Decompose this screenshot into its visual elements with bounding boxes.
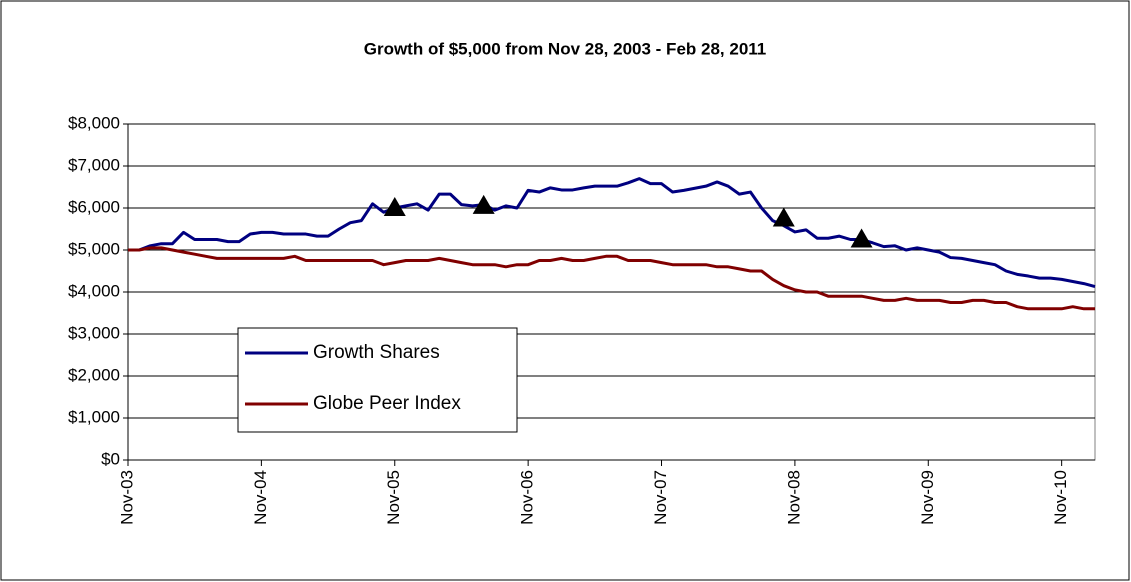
y-tick-label: $5,000 [68, 239, 120, 258]
y-tick-label: $0 [101, 449, 120, 468]
y-tick-label: $2,000 [68, 365, 120, 384]
x-tick-label: Nov-04 [251, 470, 270, 525]
y-tick-label: $8,000 [68, 113, 120, 132]
x-tick-label: Nov-06 [518, 470, 537, 525]
x-tick-label: Nov-09 [918, 470, 937, 525]
x-tick-label: Nov-05 [384, 470, 403, 525]
triangle-marker [472, 194, 495, 214]
x-tick-label: Nov-03 [117, 470, 136, 525]
triangle-marker [850, 228, 873, 248]
series-line [128, 177, 1096, 288]
x-tick-label: Nov-10 [1051, 470, 1070, 525]
y-tick-label: $6,000 [68, 197, 120, 216]
y-tick-label: $7,000 [68, 155, 120, 174]
x-tick-label: Nov-08 [784, 470, 803, 525]
triangle-marker [383, 197, 406, 216]
y-tick-label: $3,000 [68, 323, 120, 342]
x-tick-label: Nov-07 [651, 470, 670, 525]
y-tick-label: $4,000 [68, 281, 120, 300]
legend-label: Globe Peer Index [313, 393, 461, 414]
legend-label: Growth Shares [313, 342, 440, 363]
triangle-marker [772, 207, 795, 227]
chart-title: Growth of $5,000 from Nov 28, 2003 - Feb… [364, 39, 767, 58]
legend-box [237, 327, 518, 433]
series-line [128, 246, 1095, 311]
y-tick-label: $1,000 [68, 407, 120, 426]
